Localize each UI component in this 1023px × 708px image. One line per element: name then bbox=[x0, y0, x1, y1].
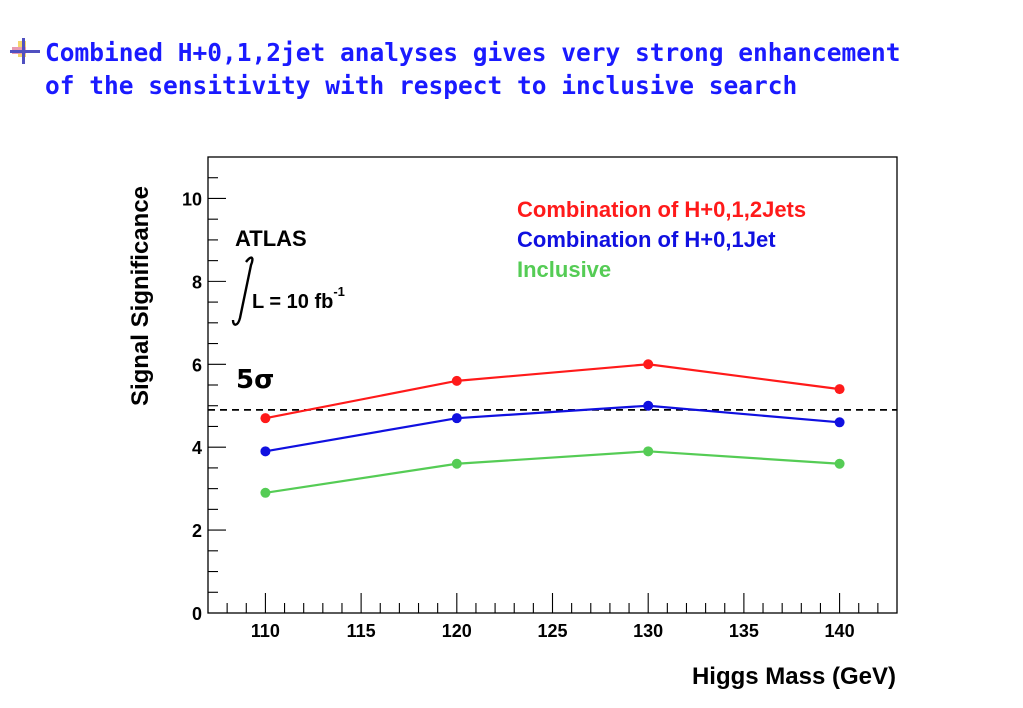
y-tick-label: 0 bbox=[192, 604, 202, 624]
legend-entry-1: Combination of H+0,1Jet bbox=[517, 227, 776, 252]
x-axis-label: Higgs Mass (GeV) bbox=[692, 663, 896, 690]
data-point-2-3 bbox=[834, 458, 845, 469]
x-tick-label: 115 bbox=[347, 621, 376, 641]
series-line-0 bbox=[265, 363, 840, 420]
y-tick-label: 2 bbox=[192, 521, 202, 541]
plot-frame bbox=[207, 156, 898, 614]
data-point-1-2 bbox=[643, 400, 654, 411]
legend-entry-0: Combination of H+0,1,2Jets bbox=[517, 197, 806, 222]
x-tick-label: 125 bbox=[537, 621, 567, 641]
slide-headline: Combined H+0,1,2jet analyses gives very … bbox=[45, 38, 901, 100]
series-line-1 bbox=[265, 404, 840, 453]
data-point-0-1 bbox=[451, 375, 462, 386]
data-point-2-0 bbox=[260, 487, 271, 498]
data-point-1-0 bbox=[260, 446, 271, 457]
y-tick-label: 6 bbox=[192, 355, 202, 375]
data-point-0-2 bbox=[643, 359, 654, 370]
data-point-2-2 bbox=[643, 446, 654, 457]
y-axis-label: Signal Significance bbox=[127, 186, 154, 406]
x-tick-label: 130 bbox=[633, 621, 663, 641]
x-tick-label: 140 bbox=[825, 621, 855, 641]
y-tick-label: 10 bbox=[182, 189, 202, 209]
y-tick-label: 4 bbox=[192, 438, 202, 458]
x-tick-label: 110 bbox=[251, 621, 280, 641]
x-tick-label: 120 bbox=[442, 621, 472, 641]
data-point-1-3 bbox=[834, 417, 845, 428]
luminosity-text: L = 10 fb-1 bbox=[252, 284, 345, 313]
bullet-icon bbox=[10, 38, 40, 64]
integral-sign bbox=[231, 256, 254, 326]
y-tick-label: 8 bbox=[192, 272, 202, 292]
data-point-0-0 bbox=[260, 413, 271, 424]
data-point-0-3 bbox=[834, 384, 845, 395]
five-sigma-label: 5σ bbox=[236, 365, 274, 395]
luminosity-exponent: -1 bbox=[333, 284, 345, 299]
legend-entry-2: Inclusive bbox=[517, 257, 611, 282]
series-line-2 bbox=[265, 450, 840, 494]
data-point-2-1 bbox=[451, 458, 462, 469]
data-point-1-1 bbox=[451, 413, 462, 424]
x-tick-label: 135 bbox=[729, 621, 759, 641]
luminosity-value: L = 10 fb bbox=[252, 291, 333, 313]
experiment-label: ATLAS bbox=[235, 226, 307, 251]
